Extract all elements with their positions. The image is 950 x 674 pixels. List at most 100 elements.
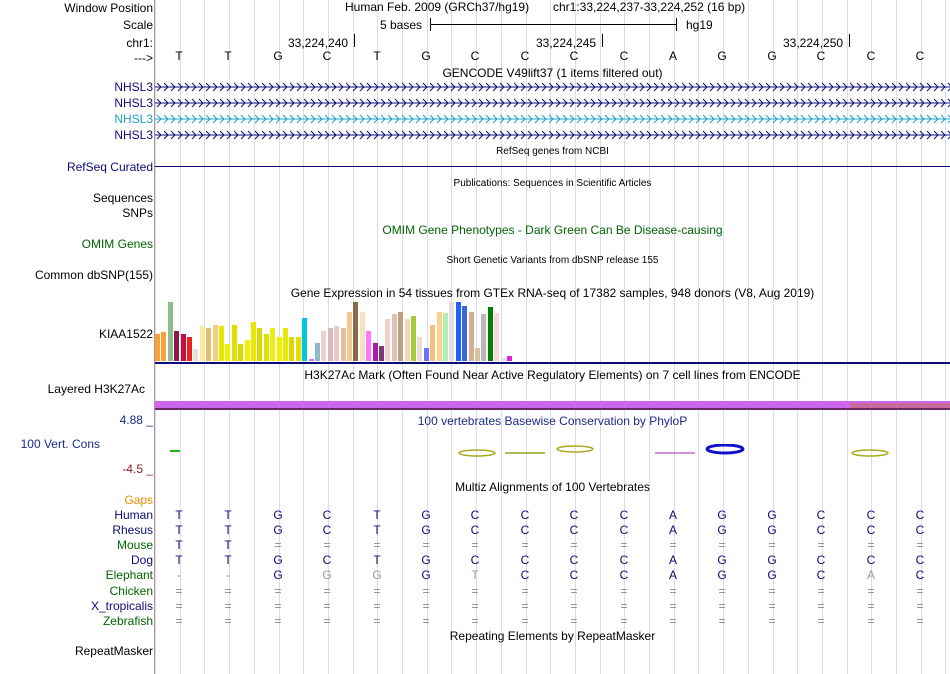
gtex-tissue-bar-24[interactable] bbox=[309, 359, 314, 361]
label-common-dbsnp[interactable]: Common dbSNP(155) bbox=[34, 268, 153, 282]
gtex-tissue-bar-7[interactable] bbox=[200, 326, 205, 361]
gtex-tissue-bar-6[interactable] bbox=[193, 349, 198, 361]
label-refseq-curated[interactable]: RefSeq Curated bbox=[66, 160, 153, 174]
label-sequences[interactable]: Sequences bbox=[92, 191, 153, 205]
strand-chevron bbox=[422, 114, 428, 124]
gtex-tissue-bar-44[interactable] bbox=[437, 312, 442, 361]
gtex-tissue-bar-34[interactable] bbox=[373, 343, 378, 361]
gtex-tissue-bar-37[interactable] bbox=[392, 314, 397, 361]
gtex-tissue-bar-42[interactable] bbox=[424, 348, 429, 361]
gtex-tissue-bar-18[interactable] bbox=[270, 328, 275, 361]
label-elephant[interactable]: Elephant bbox=[105, 568, 153, 582]
gtex-tissue-bar-32[interactable] bbox=[360, 312, 365, 361]
refseq-gene-line[interactable] bbox=[155, 166, 950, 167]
gtex-tissue-bar-8[interactable] bbox=[206, 328, 211, 361]
gtex-tissue-bar-25[interactable] bbox=[315, 343, 320, 361]
gtex-tissue-bar-2[interactable] bbox=[168, 302, 173, 361]
label-nhsl3-2[interactable]: NHSL3 bbox=[114, 96, 153, 110]
gtex-tissue-bar-21[interactable] bbox=[289, 337, 294, 361]
label-human[interactable]: Human bbox=[114, 508, 153, 522]
alignment-row-mouse: T T = = = = = = = = = = = = = = bbox=[155, 538, 950, 552]
gtex-tissue-bar-9[interactable] bbox=[213, 325, 218, 361]
gtex-tissue-bar-11[interactable] bbox=[225, 344, 230, 361]
gtex-tissue-bar-4[interactable] bbox=[181, 334, 186, 361]
gtex-tissue-bar-40[interactable] bbox=[411, 316, 416, 361]
gtex-tissue-bar-3[interactable] bbox=[174, 331, 179, 361]
gtex-expression-bars[interactable] bbox=[155, 299, 555, 361]
gtex-tissue-bar-55[interactable] bbox=[507, 356, 512, 361]
gtex-tissue-bar-33[interactable] bbox=[366, 331, 371, 361]
label-snps[interactable]: SNPs bbox=[122, 206, 153, 220]
gtex-tissue-bar-19[interactable] bbox=[277, 337, 282, 361]
gtex-tissue-bar-10[interactable] bbox=[219, 326, 224, 361]
gtex-tissue-bar-12[interactable] bbox=[232, 325, 237, 361]
label-zebrafish[interactable]: Zebrafish bbox=[102, 614, 153, 628]
h3k27ac-signal[interactable] bbox=[155, 401, 950, 408]
gtex-tissue-bar-39[interactable] bbox=[405, 319, 410, 361]
gtex-tissue-bar-53[interactable] bbox=[494, 313, 499, 361]
gtex-tissue-bar-41[interactable] bbox=[417, 337, 422, 361]
track-area[interactable]: Human Feb. 2009 (GRCh37/hg19) chr1:33,22… bbox=[155, 0, 950, 674]
strand-chevron bbox=[583, 98, 589, 108]
gtex-tissue-bar-0[interactable] bbox=[155, 334, 160, 361]
label-repeatmasker[interactable]: RepeatMasker bbox=[74, 644, 153, 658]
gene-nhsl3-3[interactable] bbox=[155, 114, 950, 124]
gtex-tissue-bar-35[interactable] bbox=[379, 346, 384, 361]
gtex-tissue-bar-48[interactable] bbox=[462, 306, 467, 361]
gtex-tissue-bar-52[interactable] bbox=[488, 307, 493, 361]
strand-chevron bbox=[303, 130, 309, 140]
label-100-vert-cons[interactable]: 100 Vert. Cons bbox=[20, 437, 100, 451]
label-omim-genes[interactable]: OMIM Genes bbox=[81, 237, 153, 251]
gtex-tissue-bar-16[interactable] bbox=[257, 328, 262, 361]
label-rhesus[interactable]: Rhesus bbox=[112, 523, 153, 537]
gtex-tissue-bar-5[interactable] bbox=[187, 337, 192, 361]
gene-nhsl3-1[interactable] bbox=[155, 82, 950, 92]
gtex-tissue-bar-22[interactable] bbox=[296, 337, 301, 361]
gtex-tissue-bar-20[interactable] bbox=[283, 328, 288, 361]
label-kiaa1522[interactable]: KIAA1522 bbox=[98, 327, 153, 341]
gtex-tissue-bar-43[interactable] bbox=[430, 325, 435, 361]
label-nhsl3-4[interactable]: NHSL3 bbox=[114, 128, 153, 142]
gtex-tissue-bar-31[interactable] bbox=[353, 302, 358, 361]
gtex-tissue-bar-28[interactable] bbox=[334, 326, 339, 361]
strand-chevron bbox=[632, 98, 638, 108]
gtex-tissue-bar-1[interactable] bbox=[161, 332, 166, 361]
strand-chevron bbox=[926, 82, 932, 92]
gtex-tissue-bar-30[interactable] bbox=[347, 312, 352, 361]
gtex-tissue-bar-36[interactable] bbox=[385, 319, 390, 361]
gtex-tissue-bar-46[interactable] bbox=[449, 302, 454, 361]
label-layered-h3k27ac[interactable]: Layered H3K27Ac bbox=[47, 382, 145, 396]
gtex-tissue-bar-13[interactable] bbox=[238, 344, 243, 361]
gtex-tissue-bar-50[interactable] bbox=[475, 348, 480, 361]
gtex-tissue-bar-23[interactable] bbox=[302, 318, 307, 361]
strand-chevron bbox=[289, 130, 295, 140]
label-mouse[interactable]: Mouse bbox=[116, 538, 153, 552]
gene-nhsl3-4[interactable] bbox=[155, 130, 950, 140]
strand-chevron bbox=[569, 98, 575, 108]
grid-line bbox=[526, 0, 527, 674]
gtex-tissue-bar-51[interactable] bbox=[481, 314, 486, 361]
label-nhsl3-3[interactable]: NHSL3 bbox=[114, 112, 153, 126]
gtex-tissue-bar-38[interactable] bbox=[398, 312, 403, 361]
label-gaps[interactable]: Gaps bbox=[124, 493, 153, 507]
gtex-tissue-bar-26[interactable] bbox=[321, 331, 326, 361]
gtex-tissue-bar-49[interactable] bbox=[469, 312, 474, 361]
strand-chevron bbox=[478, 82, 484, 92]
strand-chevron bbox=[590, 130, 596, 140]
gene-nhsl3-2[interactable] bbox=[155, 98, 950, 108]
gtex-tissue-bar-45[interactable] bbox=[443, 313, 448, 361]
gtex-tissue-bar-47[interactable] bbox=[456, 302, 461, 361]
gtex-tissue-bar-54[interactable] bbox=[501, 358, 506, 361]
gtex-tissue-bar-27[interactable] bbox=[328, 328, 333, 361]
strand-chevron bbox=[597, 98, 603, 108]
gtex-tissue-bar-14[interactable] bbox=[245, 340, 250, 361]
label-nhsl3-1[interactable]: NHSL3 bbox=[114, 80, 153, 94]
gtex-tissue-bar-17[interactable] bbox=[264, 334, 269, 361]
base-chicken-12: = bbox=[768, 584, 776, 598]
gtex-tissue-bar-29[interactable] bbox=[341, 328, 346, 361]
label-chicken[interactable]: Chicken bbox=[109, 584, 153, 598]
gtex-tissue-bar-15[interactable] bbox=[251, 322, 256, 361]
label-x-tropicalis[interactable]: X_tropicalis bbox=[90, 599, 153, 613]
label-dog[interactable]: Dog bbox=[130, 553, 153, 567]
